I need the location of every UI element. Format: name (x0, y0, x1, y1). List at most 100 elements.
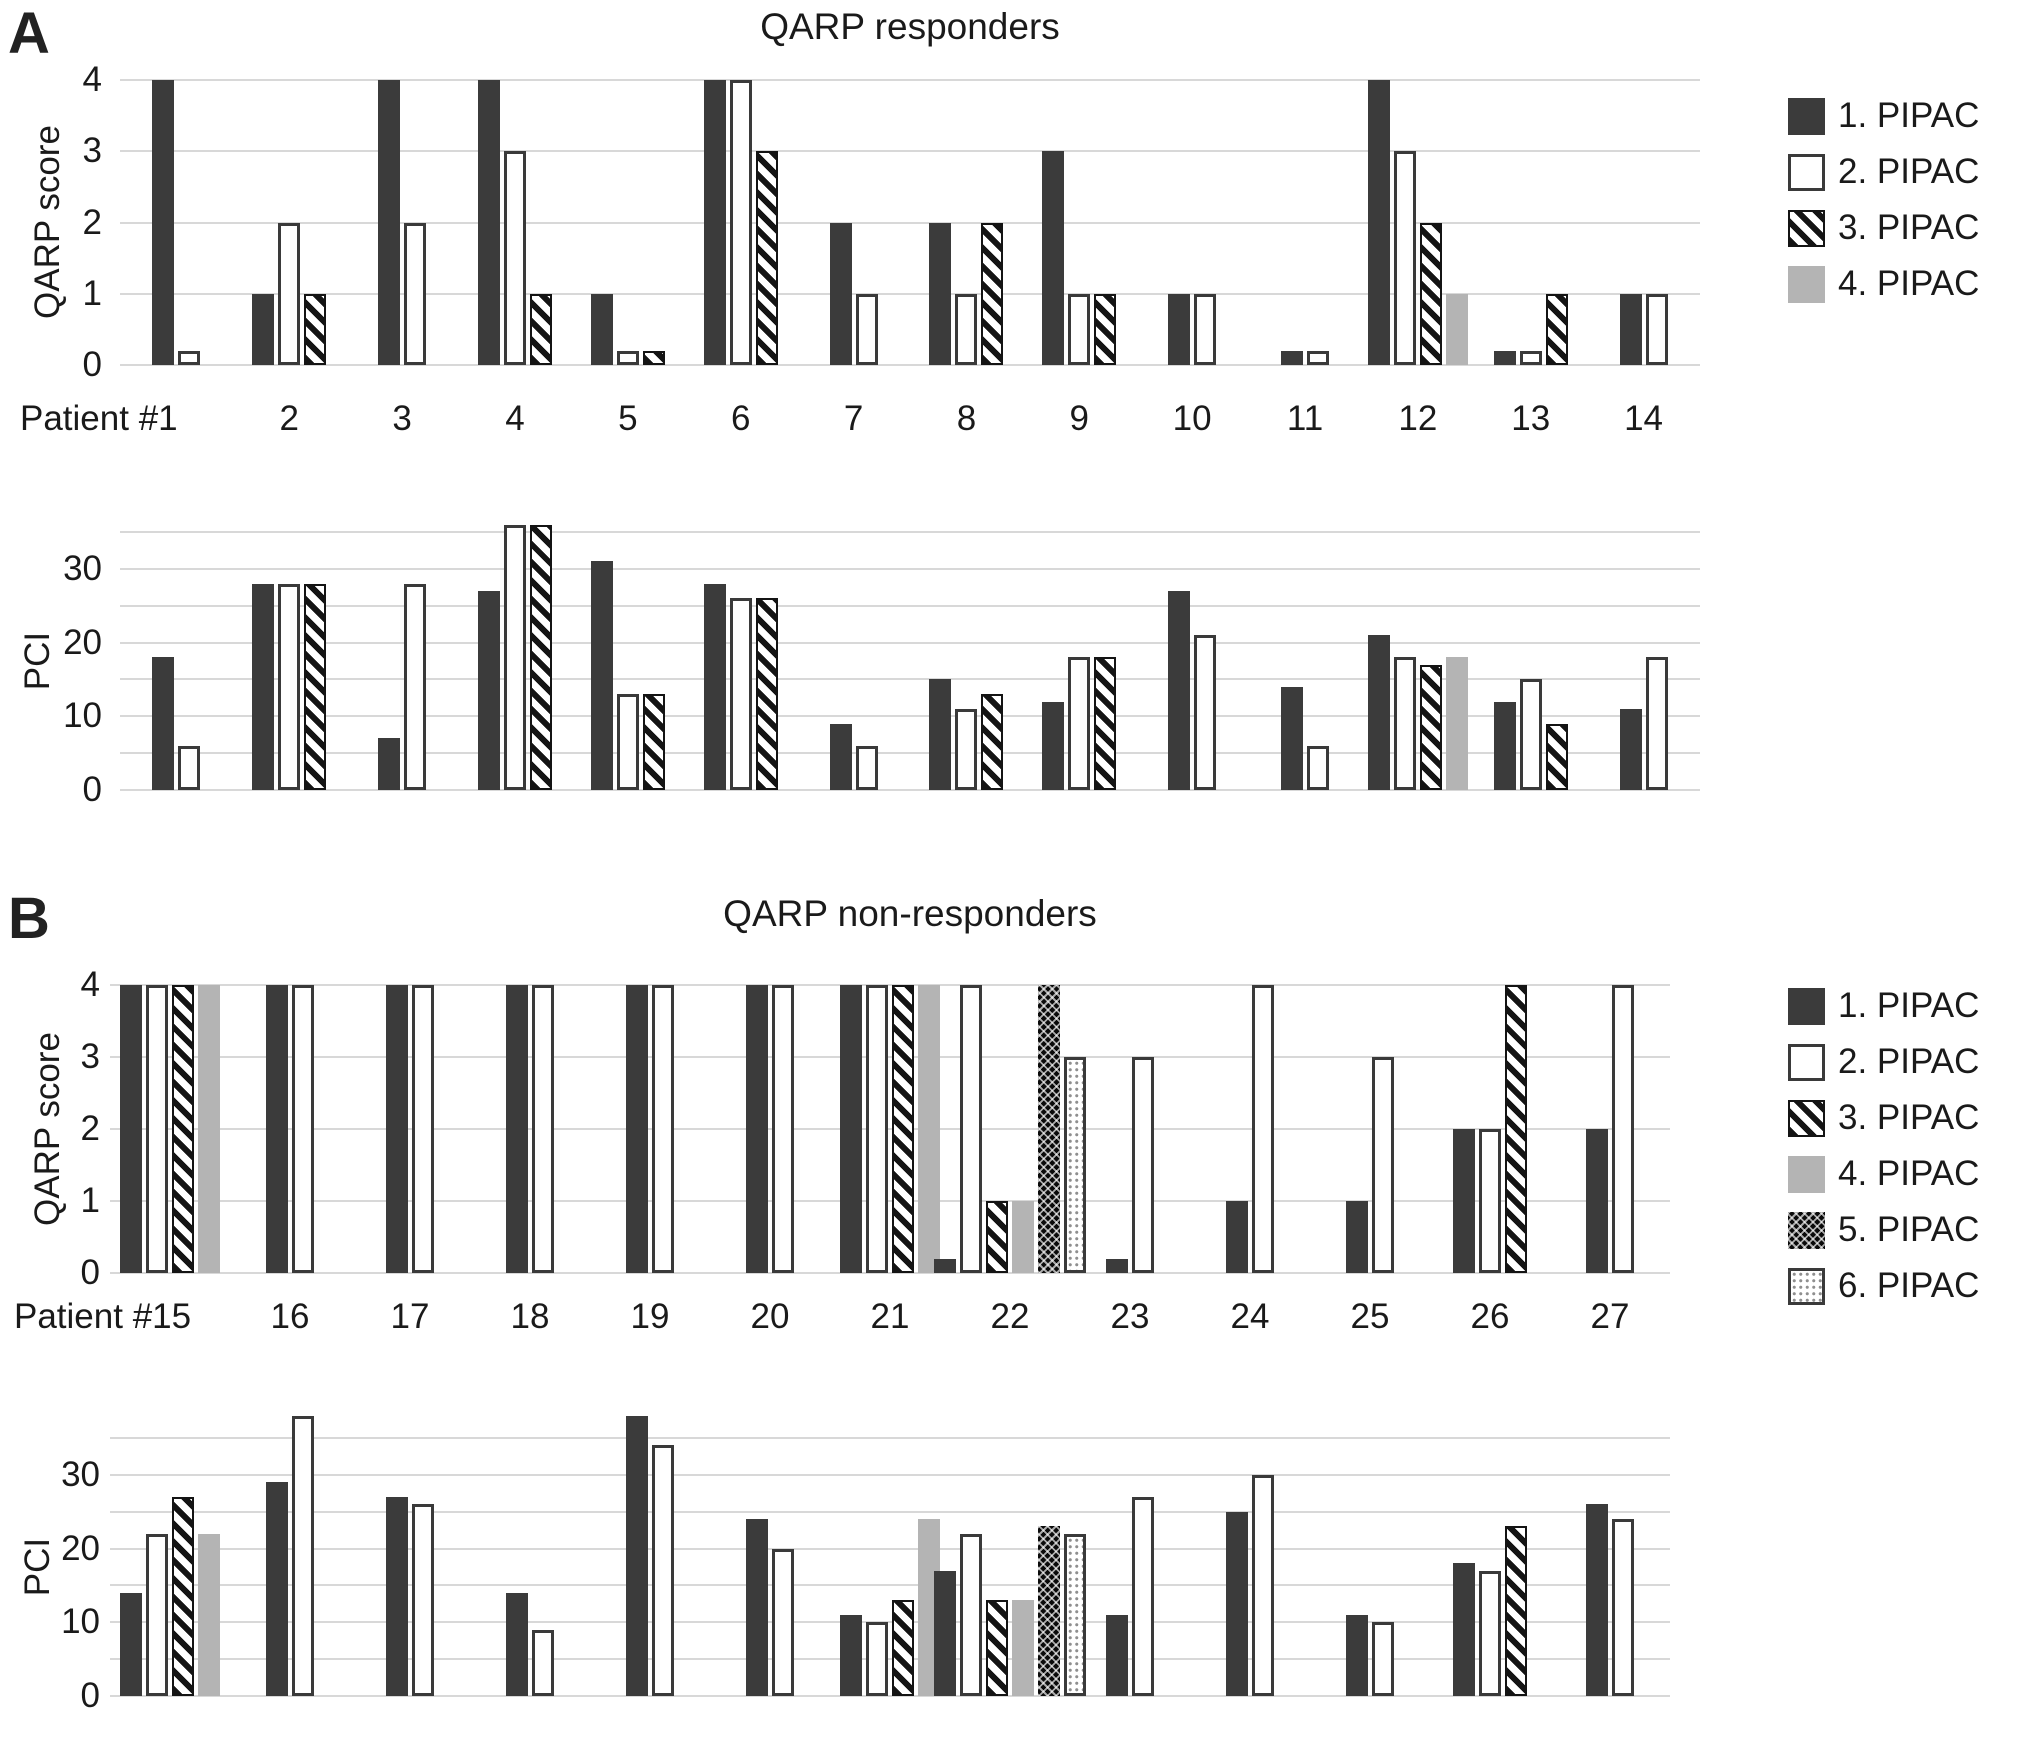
b-qarp-category-4: 18 (510, 1297, 550, 1336)
a-qarp-category-14: 14 (1624, 399, 1664, 438)
a-qarp-bar-5-pipac3 (642, 350, 665, 365)
a-pci-bar-3-pipac2 (404, 583, 427, 790)
legend-item-label: 1. PIPAC (1838, 96, 1980, 135)
b-qarp-gridline-0 (110, 1272, 1670, 1274)
b-pci-gridline-5 (110, 1658, 1670, 1661)
a-qarp-gridline-2 (120, 221, 1700, 224)
solid-lightgray-swatch-icon (1788, 1155, 1825, 1193)
a-pci-gridline-5 (120, 752, 1700, 755)
a-qarp-bar-11-pipac1 (1281, 350, 1303, 365)
a-pci-bar-4-pipac1 (478, 590, 500, 790)
a-pci-bar-6-pipac2 (729, 598, 752, 790)
a-pci-bar-12-pipac3 (1419, 664, 1442, 790)
b-pci-bar-22-pipac6 (1064, 1533, 1086, 1696)
a-qarp-bar-3-pipac2 (404, 222, 427, 365)
b-qarp-ytick-1: 1 (80, 1181, 100, 1220)
b-pci-bar-19-pipac1 (626, 1415, 648, 1696)
b-pci-bar-19-pipac2 (652, 1445, 674, 1696)
b-pci-bar-27-pipac1 (1586, 1504, 1608, 1696)
a-pci-bar-7-pipac1 (829, 723, 852, 790)
a-pci-gridline-20 (120, 641, 1700, 644)
a-qarp-category-10: 10 (1172, 399, 1212, 438)
panel-a-legend: 1. PIPAC 2. PIPAC 3. PIPAC 4. PIPAC (1788, 96, 1979, 304)
a-pci-gridline-10 (120, 715, 1700, 718)
a-pci-bar-2-pipac3 (304, 583, 327, 790)
legend-item-label: 3. PIPAC (1838, 208, 1980, 247)
b-qarp-ytick-2: 2 (80, 1109, 100, 1148)
b-qarp-bar-22-pipac1 (934, 1258, 956, 1273)
a-pci-bar-6-pipac1 (703, 583, 726, 790)
b-qarp-gridline-1 (110, 1200, 1670, 1202)
a-qarp-bar-9-pipac1 (1042, 151, 1065, 365)
a-qarp-bar-4-pipac1 (478, 80, 500, 365)
a-pci-ytick-10: 10 (63, 696, 102, 736)
legend-item-4-pipac: 4. PIPAC (1788, 264, 1979, 304)
a-qarp-category-5: 5 (618, 399, 638, 438)
b-pci-bar-27-pipac2 (1612, 1519, 1634, 1696)
b-qarp-bar-20-pipac1 (746, 985, 768, 1273)
b-qarp-bar-27-pipac2 (1612, 985, 1634, 1273)
a-qarp-bar-6-pipac1 (703, 80, 726, 365)
b-pci-bar-22-pipac1 (934, 1570, 956, 1696)
b-qarp-ytick-0: 0 (80, 1253, 100, 1292)
b-qarp-bar-23-pipac1 (1106, 1258, 1128, 1273)
a-pci-bar-2-pipac1 (252, 583, 275, 790)
b-pci-gridline-25 (110, 1510, 1670, 1513)
legend-item-label: 5. PIPAC (1838, 1210, 1980, 1249)
legend-item-label: 1. PIPAC (1838, 986, 1980, 1025)
b-qarp-bar-15-pipac4 (198, 985, 220, 1273)
b-qarp-bar-25-pipac2 (1372, 1057, 1394, 1273)
a-pci-bar-8-pipac1 (929, 679, 952, 790)
a-qarp-bar-1-pipac1 (152, 80, 175, 365)
b-qarp-bar-23-pipac2 (1132, 1057, 1154, 1273)
a-qarp-bar-12-pipac1 (1367, 80, 1390, 365)
a-qarp-bar-2-pipac3 (304, 293, 327, 365)
legend-item-3-pipac: 3. PIPAC (1788, 208, 1979, 248)
b-qarp-bar-15-pipac1 (120, 985, 142, 1273)
legend-item-label: 3. PIPAC (1838, 1098, 1980, 1137)
a-pci-bar-5-pipac2 (616, 694, 639, 790)
panel-b-label: B (8, 886, 50, 951)
b-pci-bar-25-pipac1 (1346, 1614, 1368, 1696)
b-pci-bar-21-pipac2 (866, 1622, 888, 1696)
b-pci-gridline-35 (110, 1437, 1670, 1439)
a-pci-bar-7-pipac2 (855, 745, 878, 790)
a-qarp-bar-4-pipac3 (530, 293, 552, 365)
a-qarp-gridline-0 (120, 364, 1700, 366)
dotted-white-swatch-icon (1788, 1267, 1825, 1305)
a-qarp-bar-13-pipac1 (1493, 350, 1516, 365)
b-qarp-category-9: 23 (1110, 1297, 1150, 1336)
b-qarp-bar-22-pipac3 (986, 1201, 1008, 1273)
b-qarp-gridline-3 (110, 1056, 1670, 1058)
a-pci-ytick-30: 30 (63, 548, 102, 588)
a-qarp-bar-2-pipac2 (278, 222, 301, 365)
b-qarp-category-1: Patient #15 (14, 1297, 192, 1336)
a-qarp-ytick-3: 3 (82, 131, 102, 171)
a-pci-bar-5-pipac1 (590, 561, 613, 790)
outline-white-swatch-icon (1788, 1043, 1825, 1081)
a-pci-gridline-0 (120, 789, 1700, 791)
b-pci-ytick-10: 10 (61, 1602, 100, 1642)
a-qarp-bar-10-pipac1 (1168, 293, 1191, 365)
a-qarp-bar-7-pipac1 (829, 222, 852, 365)
legend-item-label: 4. PIPAC (1838, 264, 1980, 303)
a-qarp-bar-5-pipac1 (590, 293, 613, 365)
b-pci-bar-18-pipac1 (506, 1592, 528, 1696)
legend-item-1-pipac: 1. PIPAC (1788, 96, 1979, 136)
a-qarp-category-6: 6 (730, 399, 751, 438)
a-qarp-category-11: 11 (1286, 399, 1324, 438)
b-pci-bar-17-pipac1 (386, 1496, 408, 1696)
b-qarp-bar-21-pipac4 (918, 985, 940, 1273)
a-pci-bar-12-pipac2 (1393, 657, 1416, 790)
a-pci-bar-10-pipac1 (1168, 590, 1191, 790)
b-pci-bar-23-pipac2 (1132, 1496, 1154, 1696)
b-qarp-category-3: 17 (390, 1297, 430, 1336)
b-pci-bar-15-pipac1 (120, 1592, 142, 1696)
a-pci-bar-5-pipac3 (642, 694, 665, 790)
b-pci-gridline-10 (110, 1621, 1670, 1624)
b-qarp-category-6: 20 (750, 1297, 790, 1336)
b-qarp-category-10: 24 (1230, 1297, 1270, 1336)
solid-dark-swatch-icon (1788, 987, 1825, 1025)
b-pci-ytick-20: 20 (61, 1528, 100, 1568)
b-qarp-ytick-4: 4 (80, 965, 100, 1004)
